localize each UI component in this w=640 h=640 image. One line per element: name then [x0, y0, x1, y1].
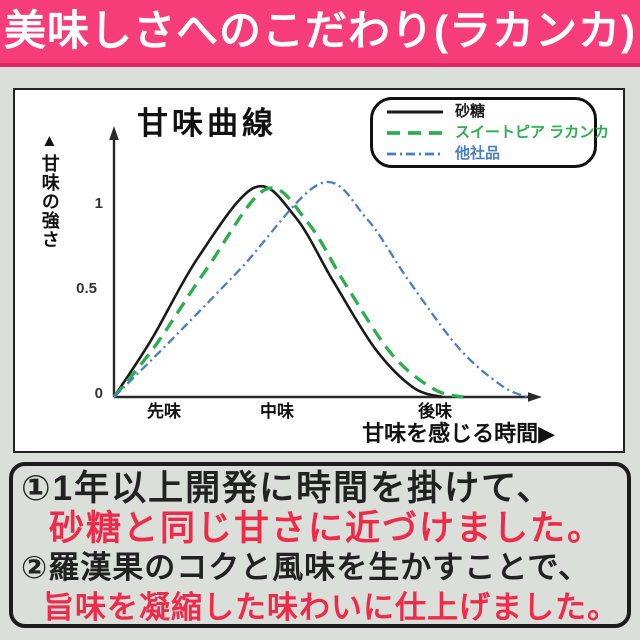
banner-title: 美味しさへのこだわり(ラカンカ)	[4, 6, 636, 54]
y-axis-label: 甘味の強さ	[39, 154, 60, 249]
curve-2	[113, 180, 528, 399]
legend-label-0: 砂糖	[455, 103, 486, 120]
note-1-red-text: 砂糖と同じ甘さに近づけました。	[49, 508, 605, 548]
y-tick-0: 0	[94, 385, 103, 402]
x-axis-arrow-icon	[528, 392, 542, 402]
legend-line-swatch-icon	[387, 109, 443, 114]
curve-1	[112, 186, 464, 399]
x-axis-label: 甘味を感じる時間▶	[362, 421, 555, 446]
note-2-black-text: ②羅漢果のコクと風味を生かすことで、	[21, 550, 591, 585]
legend-row-0: 砂糖	[386, 102, 586, 121]
note-1-black-text: ①1年以上開発に時間を掛けて、	[21, 469, 554, 508]
legend-label-1: スイートピア ラカンカ	[455, 124, 610, 141]
product-notes-box: ①1年以上開発に時間を掛けて、 砂糖と同じ甘さに近づけました。 ②羅漢果のコクと…	[9, 462, 631, 628]
legend-row-2: 他社品	[386, 144, 586, 163]
x-tick-middle-taste: 中味	[260, 402, 294, 421]
y-axis-up-arrow-icon: ▲	[41, 131, 58, 150]
legend-label-2: 他社品	[455, 145, 501, 162]
y-tick-1: 1	[94, 195, 103, 212]
legend-row-1: スイートピア ラカンカ	[386, 123, 609, 142]
curve-group	[112, 180, 528, 399]
curve-0	[112, 184, 443, 399]
sweetness-curves-plot	[109, 126, 542, 402]
sweetness-chart-panel: 甘味曲線 ▲ 甘味の強さ 1 0.5 0 先味 中味 後味 甘味を感じる時間▶ …	[13, 88, 625, 453]
y-tick-0-5: 0.5	[76, 280, 97, 297]
legend-box: 砂糖スイートピア ラカンカ 他社品	[370, 97, 609, 168]
header-banner: 美味しさへのこだわり(ラカンカ)	[0, 0, 640, 67]
legend-line-swatch-icon	[387, 152, 443, 155]
note-2-red-text: 旨味を凝縮した味わいに仕上げました。	[43, 589, 619, 625]
chart-title: 甘味曲線	[137, 106, 277, 141]
legend-line-swatch-icon	[387, 130, 443, 135]
x-tick-first-taste: 先味	[147, 402, 181, 421]
x-tick-after-taste: 後味	[418, 402, 452, 421]
y-axis-arrow-icon	[109, 126, 119, 140]
